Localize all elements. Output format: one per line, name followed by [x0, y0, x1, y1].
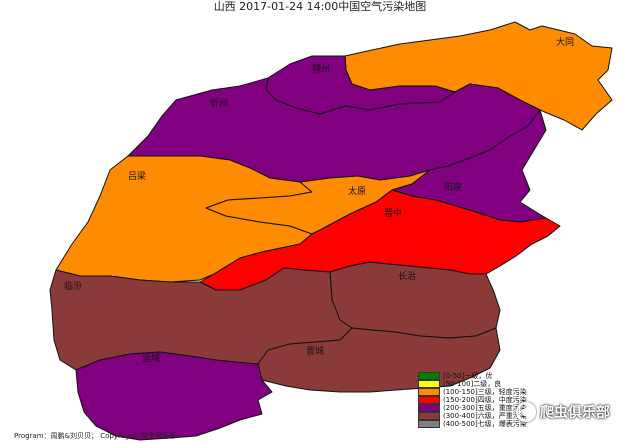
map-title: 山西 2017-01-24 14:00中国空气污染地图: [213, 0, 427, 13]
legend-row: (300-400]六级，严重污染: [418, 412, 527, 420]
legend-label: (100-150]三级，轻度污染: [443, 388, 527, 396]
label-jinzhong: 晋中: [384, 207, 402, 219]
legend-row: (200-300]五级，重度污染: [418, 404, 527, 412]
region-yuncheng[interactable]: [75, 351, 273, 441]
copyright-footer: Program：周鹏&刘贝贝； CopyRight: 爬虫俱乐部: [14, 432, 176, 440]
legend-swatch: [418, 396, 440, 404]
legend-swatch: [418, 372, 440, 380]
label-yuncheng: 运城: [142, 353, 160, 364]
watermark-text: 爬虫俱乐部: [540, 405, 610, 421]
label-jincheng: 晋城: [306, 346, 324, 357]
legend-swatch: [418, 412, 440, 420]
legend-swatch: [418, 420, 440, 428]
label-xinzhou: 忻州: [210, 97, 228, 109]
label-changzhi: 长治: [398, 270, 416, 282]
aqi-legend: [0-50]一级，优 (50-100]二级，良 (100-150]三级，轻度污染…: [418, 372, 527, 428]
legend-row: (400-500]七级，爆表污染: [418, 420, 527, 428]
legend-label: (300-400]六级，严重污染: [443, 412, 527, 420]
legend-row: [0-50]一级，优: [418, 372, 527, 380]
label-shuozhou: 朔州: [312, 63, 330, 75]
legend-label: (150-200]四级，中度污染: [443, 396, 527, 404]
legend-swatch: [418, 380, 440, 388]
label-datong: 大同: [556, 36, 574, 48]
legend-label: (200-300]五级，重度污染: [443, 404, 527, 412]
legend-row: (50-100]二级，良: [418, 380, 527, 388]
label-linfen: 临汾: [64, 280, 82, 292]
legend-swatch: [418, 388, 440, 396]
label-lvliang: 吕梁: [128, 170, 146, 182]
legend-row: (150-200]四级，中度污染: [418, 396, 527, 404]
label-yangquan: 阳泉: [444, 181, 462, 193]
wechat-logo-icon: [516, 402, 536, 422]
watermark: 爬虫俱乐部: [516, 402, 610, 422]
label-taiyuan: 太原: [348, 185, 366, 197]
legend-label: [0-50]一级，优: [443, 372, 493, 380]
legend-row: (100-150]三级，轻度污染: [418, 388, 527, 396]
legend-label: (50-100]二级，良: [443, 380, 502, 388]
legend-label: (400-500]七级，爆表污染: [443, 420, 527, 428]
legend-swatch: [418, 404, 440, 412]
